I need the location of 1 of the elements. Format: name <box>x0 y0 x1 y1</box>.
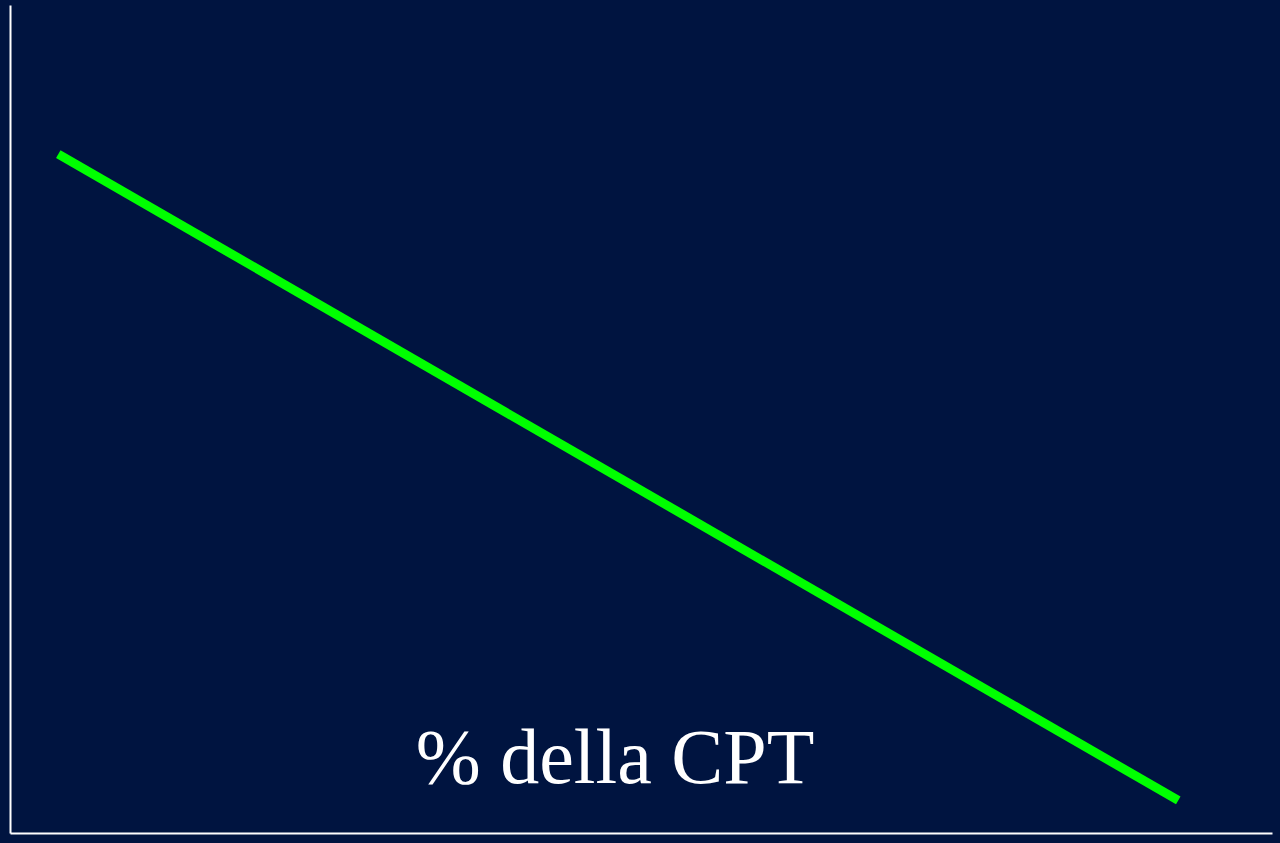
x-axis-title: % della CPT <box>415 713 815 800</box>
